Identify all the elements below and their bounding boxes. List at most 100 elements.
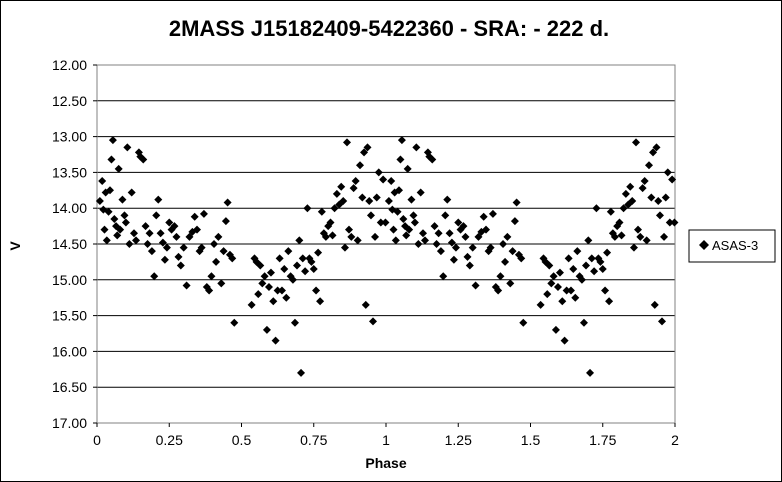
- data-point: [102, 236, 111, 245]
- data-point: [601, 286, 610, 295]
- data-point: [558, 297, 567, 306]
- data-point: [387, 176, 396, 185]
- data-point: [321, 232, 330, 241]
- data-point: [598, 265, 607, 274]
- data-point: [120, 211, 129, 220]
- data-point: [555, 268, 564, 277]
- data-point: [282, 293, 291, 302]
- data-point: [405, 225, 414, 234]
- data-point: [547, 279, 556, 288]
- y-tick-label: 14.00: [52, 200, 87, 216]
- data-point: [384, 197, 393, 206]
- data-point: [549, 272, 558, 281]
- data-point: [573, 247, 582, 256]
- data-point: [379, 175, 388, 184]
- data-point: [642, 236, 651, 245]
- data-point: [361, 300, 370, 309]
- data-point: [414, 240, 423, 248]
- data-point: [121, 218, 130, 227]
- data-point: [174, 252, 183, 261]
- y-tick-label: 12.50: [52, 93, 87, 109]
- data-point: [210, 240, 219, 248]
- data-point: [182, 281, 191, 290]
- data-point: [129, 229, 138, 238]
- x-tick-label: 0.5: [232, 432, 252, 448]
- data-point: [351, 176, 360, 185]
- data-point: [190, 212, 199, 221]
- data-point: [262, 325, 271, 334]
- data-point: [391, 236, 400, 245]
- data-point: [508, 247, 517, 256]
- legend: ASAS-3: [688, 229, 776, 263]
- data-point: [118, 195, 127, 204]
- data-point: [471, 281, 480, 290]
- data-point: [619, 204, 628, 213]
- data-point: [397, 136, 406, 145]
- data-point: [179, 243, 188, 252]
- legend-label: ASAS-3: [712, 238, 758, 253]
- data-point: [207, 272, 216, 281]
- data-point: [106, 186, 115, 195]
- data-point: [366, 211, 375, 220]
- gridlines: [97, 100, 675, 388]
- data-point: [165, 218, 174, 227]
- data-point: [303, 204, 312, 213]
- data-point: [439, 272, 448, 281]
- data-point: [443, 195, 452, 204]
- data-point: [254, 290, 263, 299]
- data-point: [606, 207, 615, 216]
- x-axis-label: Phase: [365, 455, 406, 471]
- x-tick-label: 0.25: [156, 432, 183, 448]
- data-point: [403, 164, 412, 173]
- data-point: [506, 279, 515, 288]
- data-point: [295, 236, 304, 245]
- data-point: [603, 248, 612, 257]
- data-point: [95, 197, 104, 206]
- data-point: [418, 229, 427, 238]
- x-tick-label: 0: [93, 432, 101, 448]
- data-point: [317, 207, 326, 216]
- data-point: [156, 229, 165, 238]
- data-point: [307, 257, 316, 266]
- data-point: [145, 229, 154, 238]
- y-tick-label: 13.50: [52, 164, 87, 180]
- y-tick-label: 16.50: [52, 379, 87, 395]
- data-point: [644, 161, 653, 170]
- data-point: [264, 282, 273, 291]
- data-point: [416, 188, 425, 197]
- data-point: [150, 272, 159, 281]
- data-point: [292, 261, 301, 270]
- data-point: [465, 261, 474, 270]
- data-point: [586, 368, 595, 377]
- data-point: [510, 217, 519, 226]
- data-point: [459, 222, 468, 231]
- data-point: [381, 218, 390, 227]
- data-point: [454, 218, 463, 227]
- data-point: [298, 254, 307, 263]
- data-point: [154, 195, 163, 204]
- data-point: [345, 225, 354, 234]
- data-point: [107, 155, 116, 164]
- data-point: [660, 232, 669, 241]
- data-point: [347, 232, 356, 241]
- data-point: [110, 214, 119, 223]
- data-point: [217, 279, 226, 288]
- data-point: [661, 193, 670, 202]
- data-point: [436, 247, 445, 256]
- data-point: [284, 247, 293, 256]
- data-point: [628, 197, 637, 206]
- data-point: [655, 211, 664, 220]
- data-point: [368, 317, 377, 326]
- data-point: [360, 148, 369, 157]
- data-point: [277, 286, 286, 295]
- data-point: [615, 218, 624, 227]
- data-point: [501, 257, 510, 266]
- data-point: [486, 243, 495, 252]
- data-point: [577, 275, 586, 284]
- data-point: [410, 218, 419, 227]
- data-point: [98, 176, 107, 185]
- data-point: [566, 286, 575, 295]
- data-point: [371, 232, 380, 241]
- data-point: [564, 254, 573, 263]
- data-point: [342, 138, 351, 147]
